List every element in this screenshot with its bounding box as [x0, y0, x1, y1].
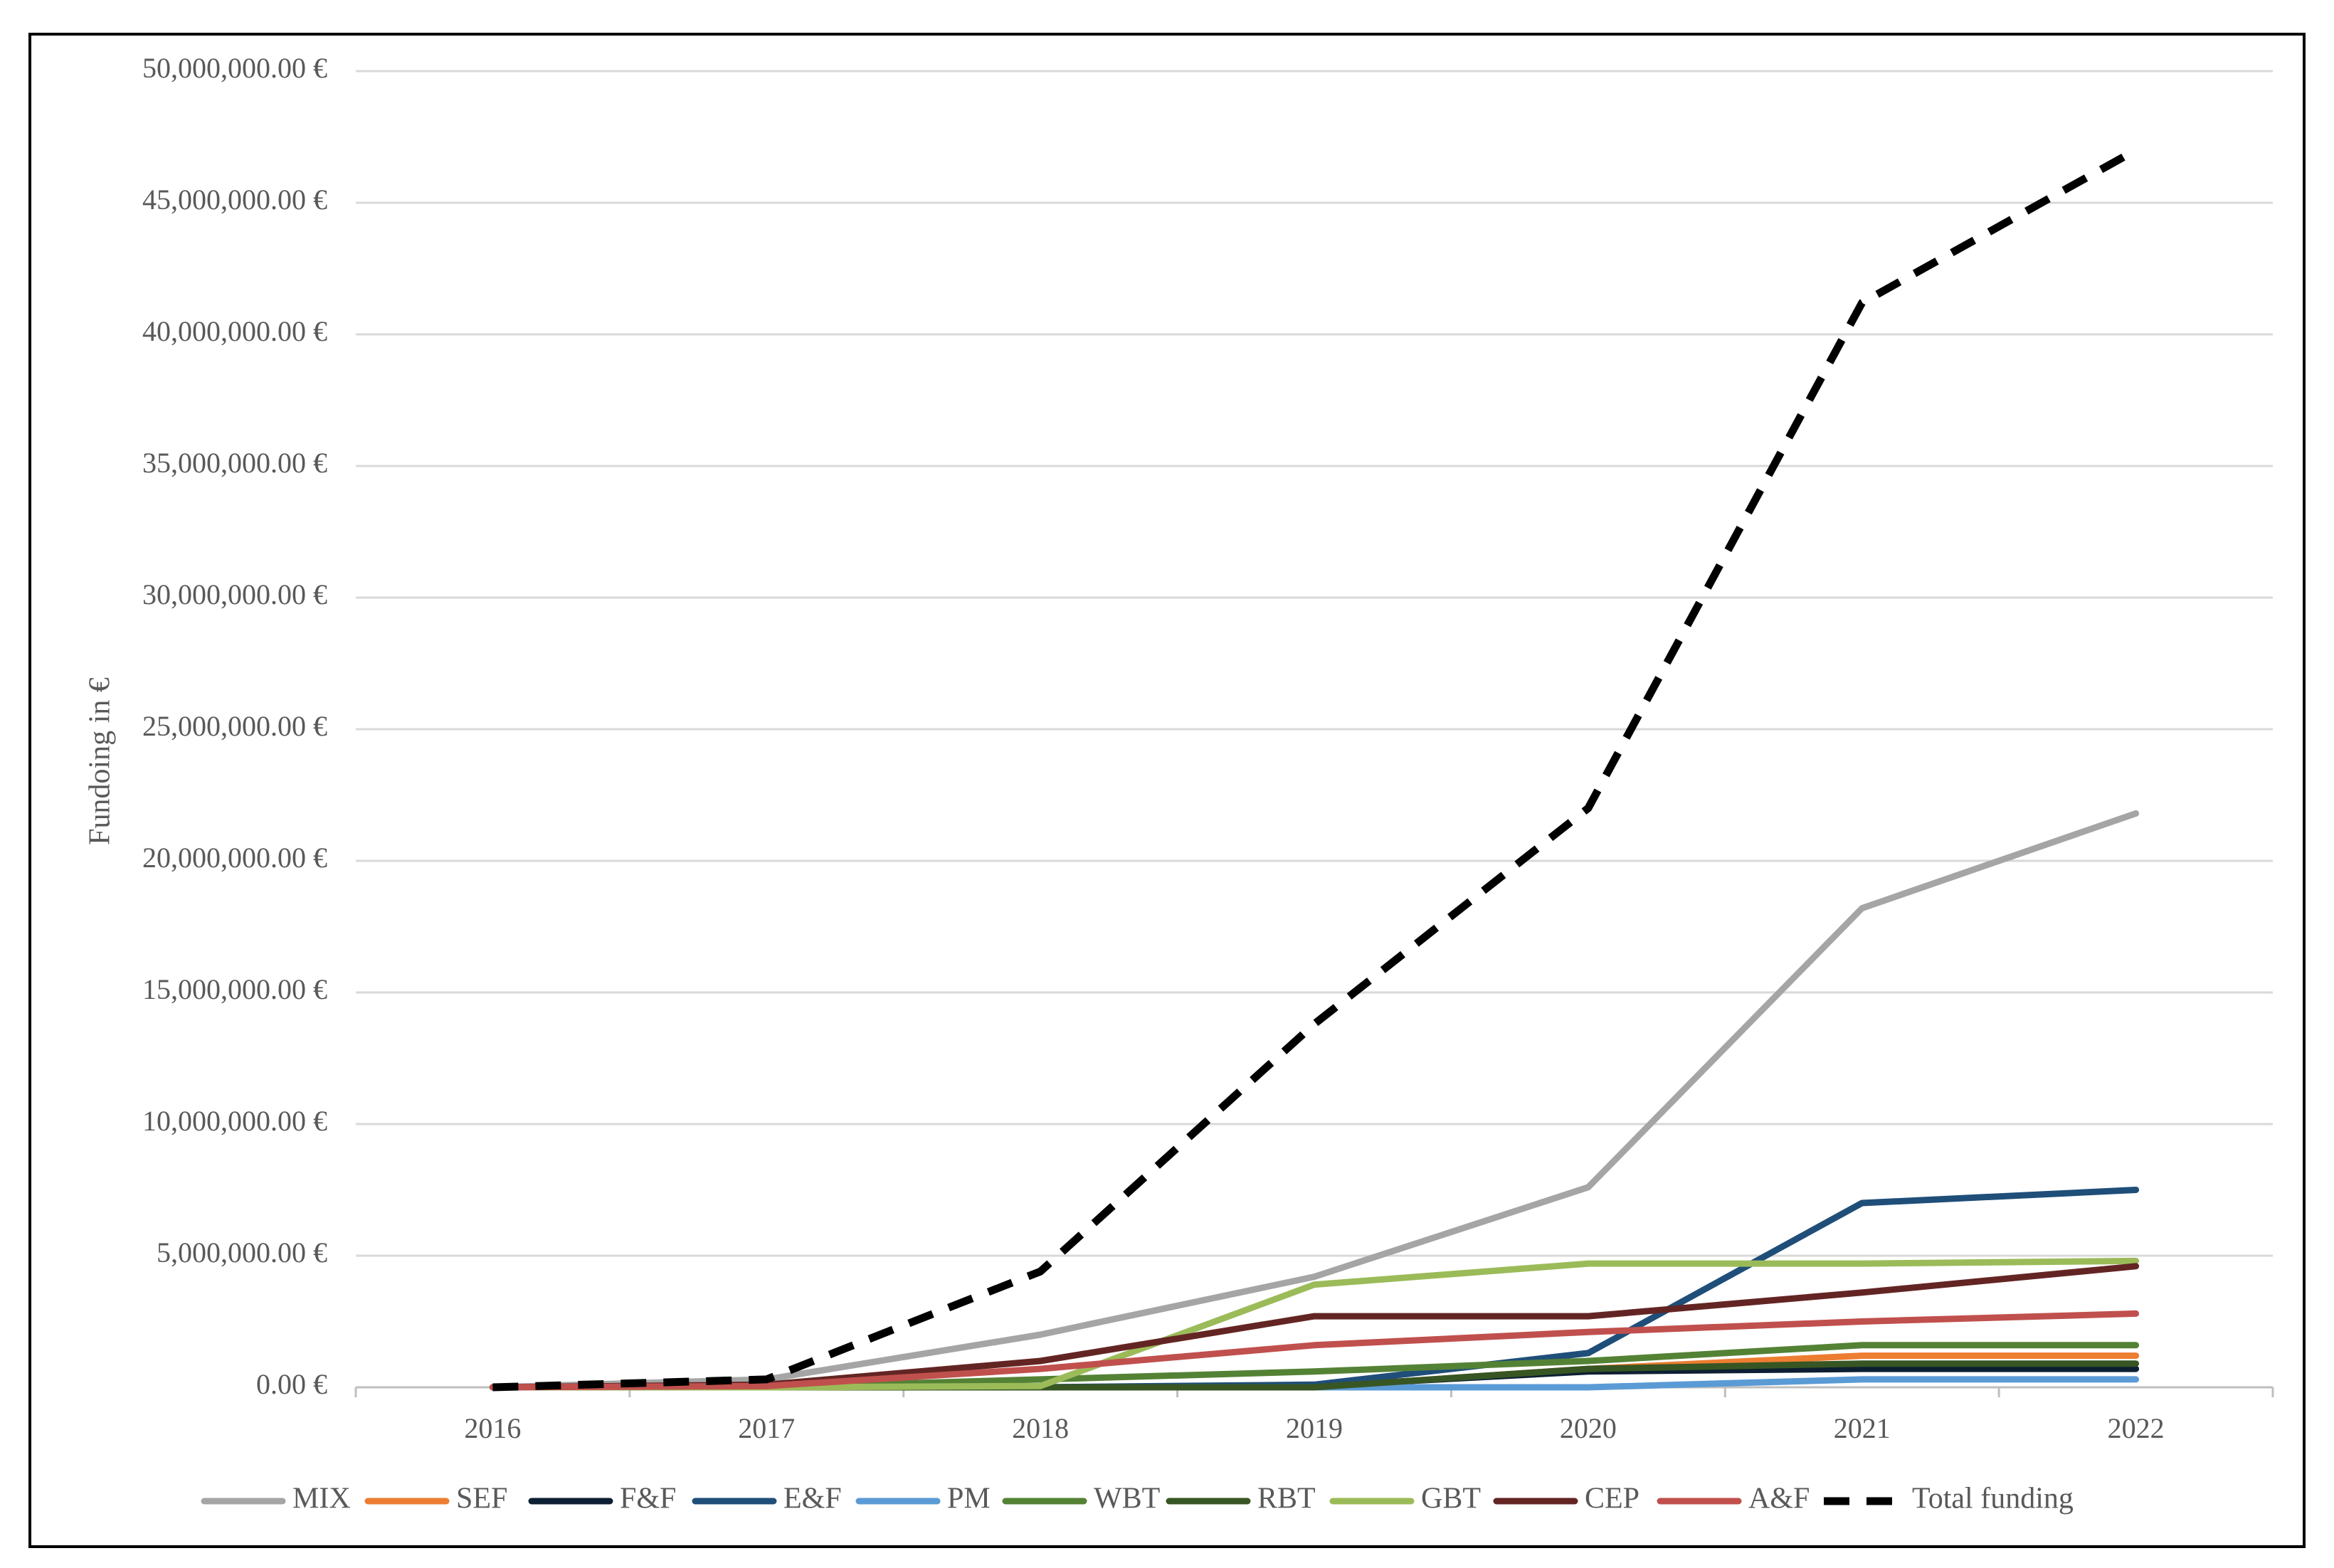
legend-label: Total funding [1912, 1483, 2074, 1515]
legend-label: PM [947, 1483, 991, 1515]
legend-label: GBT [1421, 1483, 1481, 1515]
legend-label: A&F [1748, 1483, 1810, 1515]
legend-item: WBT [1002, 1483, 1160, 1515]
series-line-a-f [489, 1310, 2140, 1391]
legend-label: CEP [1585, 1483, 1639, 1515]
y-tick-label: 40,000,000.00 € [142, 315, 327, 347]
legend-item: F&F [528, 1483, 676, 1515]
legend-item: GBT [1329, 1483, 1481, 1515]
legend-label: WBT [1094, 1483, 1160, 1515]
legend-item: PM [855, 1483, 991, 1515]
legend-label: RBT [1257, 1483, 1316, 1515]
legend-item: RBT [1166, 1483, 1316, 1515]
y-tick-label: 5,000,000.00 € [157, 1236, 327, 1268]
x-tick-label: 2016 [464, 1412, 521, 1444]
y-tick-label: 10,000,000.00 € [142, 1105, 327, 1137]
y-tick-label: 50,000,000.00 € [142, 52, 327, 84]
y-tick-label: 35,000,000.00 € [142, 447, 327, 479]
legend-label: SEF [456, 1483, 507, 1515]
y-tick-label: 20,000,000.00 € [142, 842, 327, 874]
legend-item: SEF [364, 1483, 507, 1515]
y-axis-title: Fundoing in € [84, 677, 117, 845]
y-tick-label: 25,000,000.00 € [142, 710, 327, 742]
legend-item: MIX [201, 1483, 351, 1515]
y-tick-label: 15,000,000.00 € [142, 973, 327, 1005]
legend-item: Total funding [1824, 1483, 2074, 1515]
x-tick-label: 2017 [738, 1412, 795, 1444]
legend-label: MIX [292, 1483, 351, 1515]
y-axis-tick-labels: 0.00 € 5,000,000.00 € 10,000,000.00 € 15,00… [142, 52, 327, 1400]
gridlines [356, 70, 2273, 1257]
y-tick-label: 45,000,000.00 € [142, 184, 327, 216]
line-chart: 0.00 € 5,000,000.00 € 10,000,000.00 € 15,00… [84, 52, 2274, 1515]
x-tick-label: 2019 [1286, 1412, 1343, 1444]
x-tick-label: 2018 [1012, 1412, 1069, 1444]
series-line-mix [489, 810, 2140, 1391]
x-tick-label: 2020 [1560, 1412, 1617, 1444]
y-tick-label: 0.00 € [256, 1368, 327, 1400]
x-tick-label: 2021 [1834, 1412, 1891, 1444]
x-tick-label: 2022 [2108, 1412, 2165, 1444]
legend-label: F&F [620, 1483, 676, 1515]
legend: MIX SEF F&F E&F PM WBT RBT GBT CEP A&F Total fundi… [201, 1483, 2074, 1515]
series-line-total-funding [492, 147, 2138, 1392]
legend-item: CEP [1493, 1483, 1639, 1515]
legend-label: E&F [783, 1483, 842, 1515]
legend-item: E&F [692, 1483, 842, 1515]
x-axis-tick-labels: 2016 2017 2018 2019 2020 2021 2022 [464, 1412, 2164, 1444]
chart-frame: 0.00 € 5,000,000.00 € 10,000,000.00 € 15,00… [28, 33, 2306, 1548]
legend-item: A&F [1657, 1483, 1810, 1515]
series-lines [489, 147, 2140, 1392]
y-tick-label: 30,000,000.00 € [142, 578, 327, 610]
